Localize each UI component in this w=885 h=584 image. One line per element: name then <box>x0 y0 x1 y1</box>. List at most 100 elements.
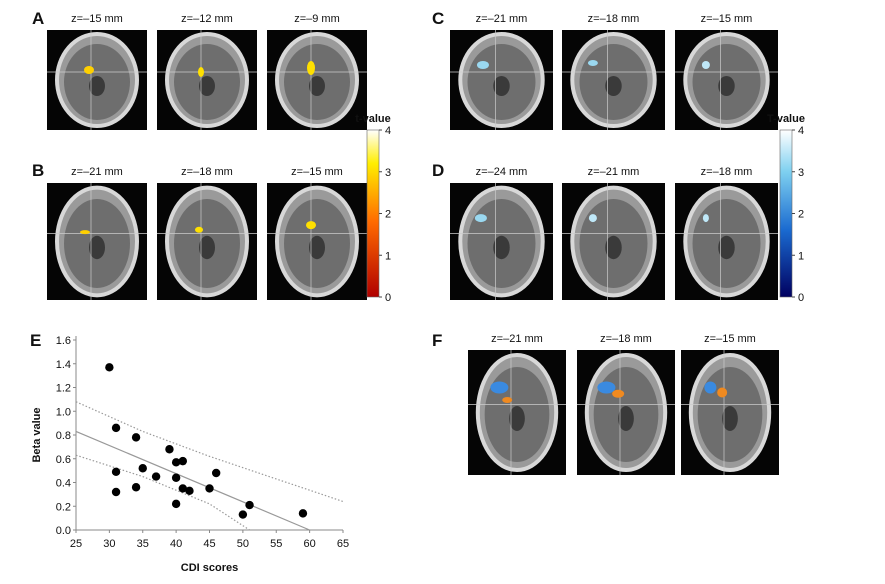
midbrain <box>618 406 634 431</box>
y-tick-label: 1.6 <box>56 335 71 347</box>
activation <box>476 61 489 69</box>
point <box>171 458 181 467</box>
point <box>151 472 161 481</box>
midbrain <box>605 76 622 96</box>
panel-label: B <box>32 161 44 180</box>
y-tick-label: 0.8 <box>56 430 71 442</box>
panel-label: F <box>432 331 442 350</box>
x-tick-label: 55 <box>270 538 282 550</box>
colorbar-tick-label: 4 <box>798 125 804 137</box>
x-axis-label: CDI scores <box>181 562 238 574</box>
y-tick-label: 1.0 <box>56 406 71 418</box>
activation <box>84 66 94 74</box>
x-tick-label: 65 <box>337 538 349 550</box>
point <box>238 510 248 519</box>
slice-label: z=–21 mm <box>71 166 123 178</box>
point <box>171 473 181 482</box>
y-tick-label: 0.2 <box>56 501 71 513</box>
colorbar-tick-label: 0 <box>798 292 804 304</box>
x-tick-label: 25 <box>70 538 82 550</box>
activation <box>198 67 204 77</box>
slice-label: z=–21 mm <box>476 13 528 25</box>
point <box>245 500 254 510</box>
y-tick-label: 1.4 <box>56 359 71 371</box>
point <box>105 363 114 372</box>
activation <box>717 387 728 398</box>
midbrain <box>722 406 738 431</box>
activation <box>588 214 597 223</box>
colorbar-tick-label: 4 <box>385 125 391 137</box>
activation <box>306 221 316 230</box>
x-tick-label: 45 <box>203 538 215 550</box>
midbrain <box>309 76 325 96</box>
activation <box>612 389 625 398</box>
activation <box>701 61 710 69</box>
y-tick-label: 0.0 <box>56 525 71 537</box>
y-tick-label: 0.4 <box>56 478 71 490</box>
slice-label: z=–15 mm <box>701 13 753 25</box>
x-tick-label: 40 <box>170 538 182 550</box>
point <box>131 433 141 442</box>
activation <box>80 230 90 235</box>
activation <box>195 226 203 233</box>
point <box>111 487 121 497</box>
colorbar-title: T-value <box>767 113 805 125</box>
midbrain <box>493 235 510 260</box>
y-axis-label: Beta value <box>31 407 43 462</box>
slice-label: z=–18 mm <box>588 13 640 25</box>
point <box>211 468 221 478</box>
x-tick-label: 60 <box>304 538 316 550</box>
activation <box>307 61 315 75</box>
point <box>185 486 194 496</box>
panel-label: C <box>432 9 444 28</box>
x-tick-label: 35 <box>137 538 149 550</box>
slice-label: z=–18 mm <box>701 166 753 178</box>
activation <box>490 381 509 394</box>
slice-label: z=–21 mm <box>491 333 543 345</box>
point <box>178 456 187 466</box>
colorbar <box>366 129 380 298</box>
midbrain <box>199 235 215 260</box>
activation <box>702 214 709 223</box>
fit-line <box>75 454 250 531</box>
midbrain <box>89 235 105 260</box>
y-tick-label: 1.2 <box>56 383 71 395</box>
slice-label: z=–9 mm <box>294 13 340 25</box>
midbrain <box>493 76 510 96</box>
activation <box>704 381 717 394</box>
slice-label: z=–12 mm <box>181 13 233 25</box>
midbrain <box>605 235 622 260</box>
activation <box>474 214 487 223</box>
slice-label: z=–15 mm <box>704 333 756 345</box>
x-tick-label: 50 <box>237 538 249 550</box>
slice-label: z=–24 mm <box>476 166 528 178</box>
colorbar-tick-label: 3 <box>798 167 804 179</box>
colorbar-tick-label: 1 <box>798 250 804 262</box>
colorbar-title: t-value <box>355 113 390 125</box>
x-tick-label: 30 <box>103 538 115 550</box>
activation <box>597 381 616 394</box>
colorbar-tick-label: 2 <box>798 209 804 221</box>
colorbar <box>779 129 793 298</box>
point <box>138 464 147 473</box>
midbrain <box>309 235 325 260</box>
midbrain <box>509 406 525 431</box>
colorbar-tick-label: 2 <box>385 209 391 221</box>
midbrain <box>89 76 105 96</box>
activation <box>587 60 598 66</box>
point <box>131 483 141 492</box>
fit-line <box>75 401 344 503</box>
colorbar-tick-label: 3 <box>385 167 391 179</box>
slice-label: z=–21 mm <box>588 166 640 178</box>
panel-label: E <box>30 331 41 350</box>
midbrain <box>718 76 735 96</box>
midbrain <box>718 235 735 260</box>
y-tick-label: 0.6 <box>56 454 71 466</box>
midbrain <box>199 76 215 96</box>
point <box>298 509 308 518</box>
point <box>111 423 121 433</box>
colorbar-tick-label: 0 <box>385 292 391 304</box>
slice-label: z=–18 mm <box>600 333 652 345</box>
slice-label: z=–15 mm <box>291 166 343 178</box>
